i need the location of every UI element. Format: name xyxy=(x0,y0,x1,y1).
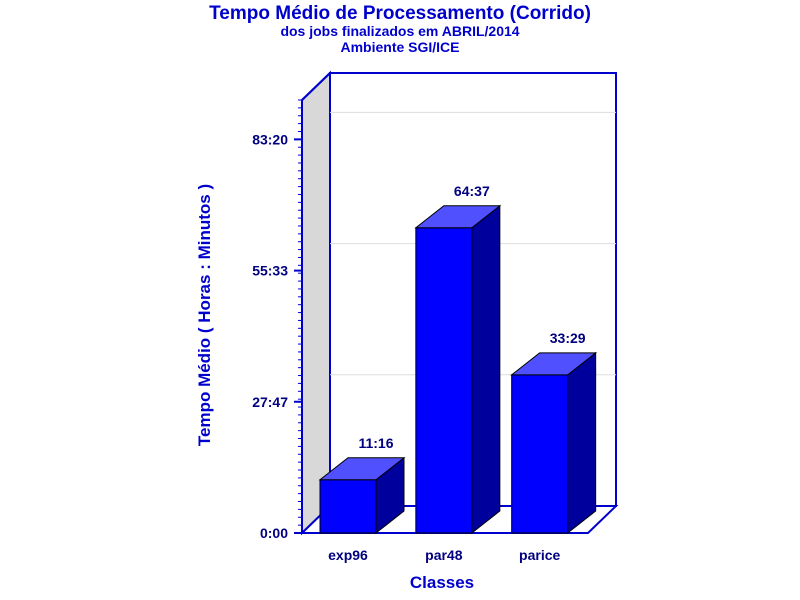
left-wall xyxy=(301,70,331,536)
chart-title: Tempo Médio de Processamento (Corrido) xyxy=(209,3,591,24)
y-tick-label: 0:00 xyxy=(260,525,288,541)
bar-top xyxy=(510,352,598,376)
data-label: 11:16 xyxy=(358,435,393,451)
x-axis-label: Classes xyxy=(409,573,475,592)
bar-top xyxy=(414,205,502,229)
bar-top xyxy=(318,457,406,481)
bar xyxy=(319,479,377,534)
bar xyxy=(415,227,473,534)
chart-subtitle: dos jobs finalizados em ABRIL/2014 xyxy=(280,23,520,39)
data-label: 33:29 xyxy=(550,330,586,346)
data-label: 64:37 xyxy=(454,183,490,199)
bar-side xyxy=(567,351,597,535)
bar xyxy=(511,374,569,534)
x-tick-label: exp96 xyxy=(328,547,368,563)
chart-subtitle-2: Ambiente SGI/ICE xyxy=(340,39,460,55)
x-tick-label: parice xyxy=(519,547,560,563)
y-tick-label: 27:47 xyxy=(252,394,288,410)
bar-side xyxy=(471,204,501,535)
x-tick-label: par48 xyxy=(425,547,463,563)
y-axis-label: Tempo Médio ( Horas : Minutos ) xyxy=(195,183,214,447)
frame-edge xyxy=(301,72,331,101)
y-tick-label: 83:20 xyxy=(252,131,288,147)
y-tick-label: 55:33 xyxy=(252,263,288,279)
